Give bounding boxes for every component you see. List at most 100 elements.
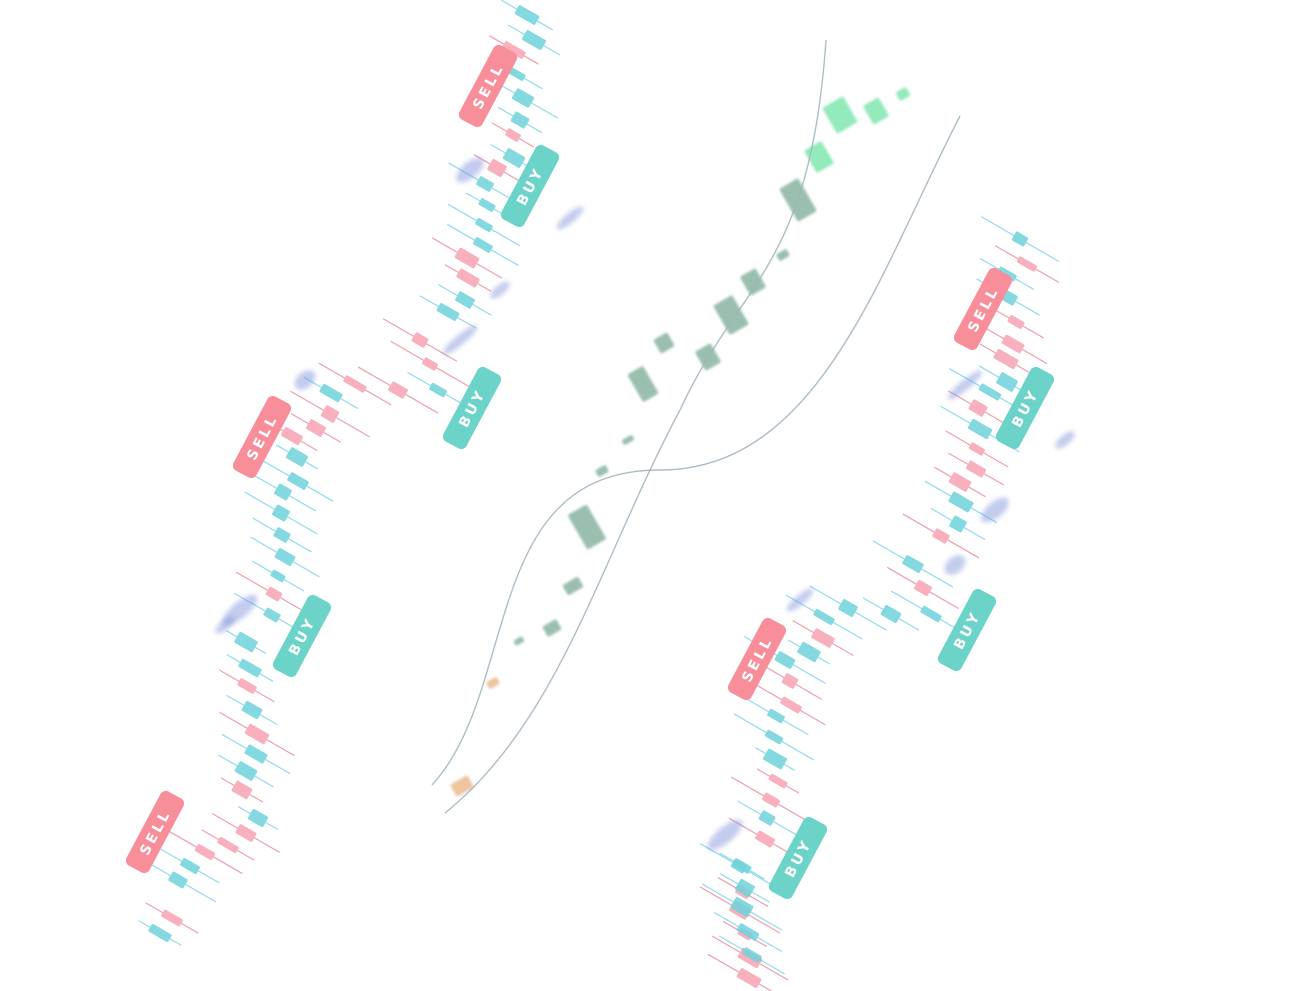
bear-candle	[219, 669, 275, 703]
bear-candle	[978, 323, 1048, 365]
bear-candle	[290, 413, 342, 443]
center-candle-body	[627, 366, 659, 402]
sell-badge-shape	[953, 267, 1013, 351]
center-candle-body	[450, 775, 474, 797]
bear-candle	[756, 768, 800, 794]
candle-body	[502, 148, 526, 168]
candle-body	[244, 744, 268, 764]
bull-candle	[930, 507, 986, 541]
candle-body	[920, 605, 942, 623]
candle-body	[237, 678, 257, 694]
bear-candle	[211, 812, 281, 854]
smoke-wisp-icon	[215, 616, 235, 634]
candle-body	[272, 504, 290, 522]
center-candle	[727, 238, 779, 326]
bear-candle	[756, 684, 826, 726]
bull-candle	[275, 444, 319, 470]
candle-body	[767, 708, 785, 724]
bull-candle	[501, 0, 553, 31]
candle-body	[265, 586, 283, 602]
candle-body	[521, 29, 547, 51]
smoke-wisp-icon	[944, 555, 966, 575]
bear-candle	[707, 953, 791, 991]
center-candle-body	[595, 465, 609, 477]
bear-candle	[886, 566, 960, 610]
bear-candle	[390, 340, 470, 388]
buy-badge: BUY	[768, 816, 828, 900]
candle-body	[838, 599, 858, 617]
smoke-wisp-icon	[786, 588, 814, 612]
candle-body	[968, 442, 986, 456]
candle-body	[781, 673, 799, 689]
center-candle	[531, 592, 573, 664]
candle-body	[768, 773, 788, 789]
buy-badge-shape	[442, 366, 502, 450]
candle-body	[285, 447, 309, 467]
bull-candle	[713, 911, 783, 953]
candle-body	[902, 555, 924, 573]
candle-body	[319, 383, 343, 403]
candle-body	[274, 548, 296, 566]
candle-body	[1001, 334, 1025, 354]
candle-body	[764, 729, 784, 745]
candle-body	[993, 348, 1019, 370]
candle-body	[949, 515, 967, 533]
candle-body	[194, 843, 216, 861]
candle-body	[388, 381, 408, 399]
bear-candle	[948, 452, 1004, 486]
candle-body	[476, 176, 494, 192]
buy-badge: BUY	[937, 588, 997, 672]
bull-candle	[160, 848, 220, 884]
bear-candle	[235, 571, 313, 617]
bull-candle	[250, 536, 320, 578]
smoke-decorations	[215, 157, 1075, 851]
bear-candle	[145, 902, 199, 934]
smoke-wisp-icon	[947, 370, 983, 400]
candle-body	[763, 748, 787, 770]
bear-candle	[979, 343, 1033, 375]
right-candlestick-strip	[699, 216, 1060, 991]
bear-candle	[934, 466, 986, 498]
center-candle-body	[486, 677, 500, 689]
bear-candle	[757, 662, 823, 700]
candle-body	[454, 247, 480, 269]
bear-candle	[947, 390, 1009, 426]
bull-candle	[507, 24, 561, 56]
bull-candle	[755, 747, 795, 771]
candle-body	[978, 383, 1002, 401]
candle-body	[168, 871, 188, 889]
candle-body	[273, 527, 291, 543]
bear-candle	[444, 264, 492, 292]
sell-badge-shape	[727, 617, 787, 701]
buy-badge: BUY	[272, 594, 332, 678]
bull-candle	[719, 852, 765, 880]
buy-badge-shape	[937, 588, 997, 672]
smoke-wisp-icon	[294, 370, 316, 390]
bull-candle	[237, 805, 279, 831]
bear-candle	[987, 305, 1045, 339]
bull-candle	[701, 883, 783, 931]
buy-badge-shape	[500, 144, 560, 228]
candle-body	[514, 5, 540, 25]
bull-candle	[218, 754, 274, 788]
smoke-wisp-icon	[442, 325, 478, 355]
center-candle-body	[896, 87, 910, 101]
bear-candle	[902, 513, 980, 559]
candle-body	[487, 158, 507, 178]
center-candle	[552, 467, 622, 587]
bear-candle	[489, 35, 539, 65]
bear-candle	[431, 237, 503, 279]
candle-body	[510, 111, 530, 129]
bear-candle	[318, 362, 392, 406]
bull-candle	[244, 491, 318, 535]
bull-candle	[719, 935, 785, 975]
center-trend-curves	[431, 39, 961, 814]
center-candle-body	[863, 97, 889, 125]
sell-badge-shape	[232, 395, 292, 479]
bull-candle	[407, 371, 469, 409]
center-candle	[612, 331, 674, 437]
candle-body	[305, 419, 327, 437]
bull-candle	[226, 694, 278, 726]
